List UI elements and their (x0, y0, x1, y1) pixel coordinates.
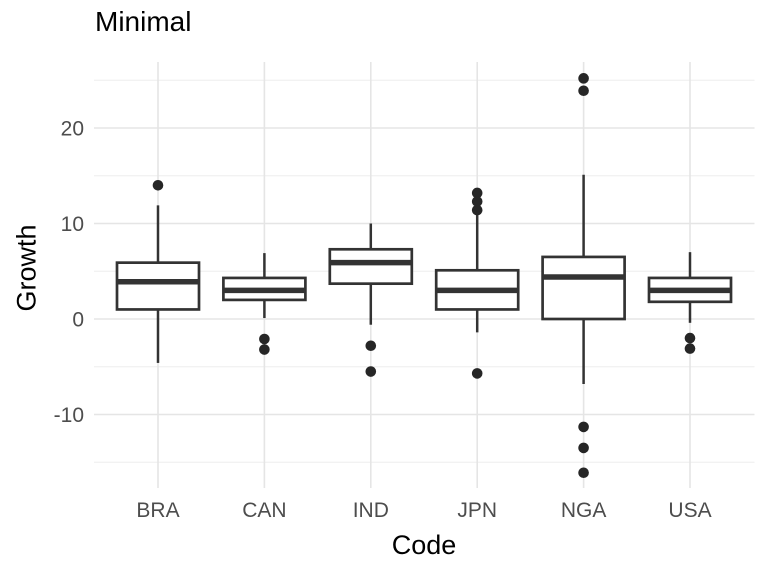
outlier-point-NGA (578, 73, 589, 84)
outlier-point-IND (365, 340, 377, 352)
x-tick-label: JPN (457, 499, 497, 522)
outlier-point-USA (684, 343, 696, 354)
outlier-point-NGA (578, 442, 589, 454)
outlier-point-CAN (259, 333, 270, 345)
outlier-point-IND (365, 366, 377, 377)
plot-title: Minimal (95, 6, 192, 37)
outlier-point-NGA (578, 85, 589, 97)
box-BRA (115, 261, 201, 311)
outlier-point-NGA (578, 421, 589, 433)
outlier-point-JPN (471, 196, 483, 207)
y-tick-label: -10 (54, 404, 84, 427)
outlier-point-JPN (471, 368, 483, 379)
x-axis-title: Code (391, 530, 457, 560)
x-tick-label: USA (668, 499, 711, 522)
outlier-point-USA (684, 332, 696, 344)
y-tick-label: 0 (72, 309, 84, 332)
outlier-point-JPN (471, 187, 483, 199)
outlier-point-JPN (471, 204, 483, 216)
outlier-point-BRA (152, 180, 164, 191)
y-tick-label: 20 (61, 118, 84, 141)
x-tick-label: NGA (561, 499, 607, 522)
x-tick-label: BRA (136, 499, 179, 522)
y-axis-title: Growth (11, 224, 42, 312)
box-NGA (541, 255, 626, 321)
outlier-point-CAN (259, 344, 270, 355)
y-tick-label: 10 (61, 213, 84, 236)
box-IND (328, 247, 414, 286)
x-tick-label: IND (353, 499, 389, 522)
x-tick-label: CAN (242, 499, 286, 522)
outlier-point-NGA (578, 467, 589, 479)
